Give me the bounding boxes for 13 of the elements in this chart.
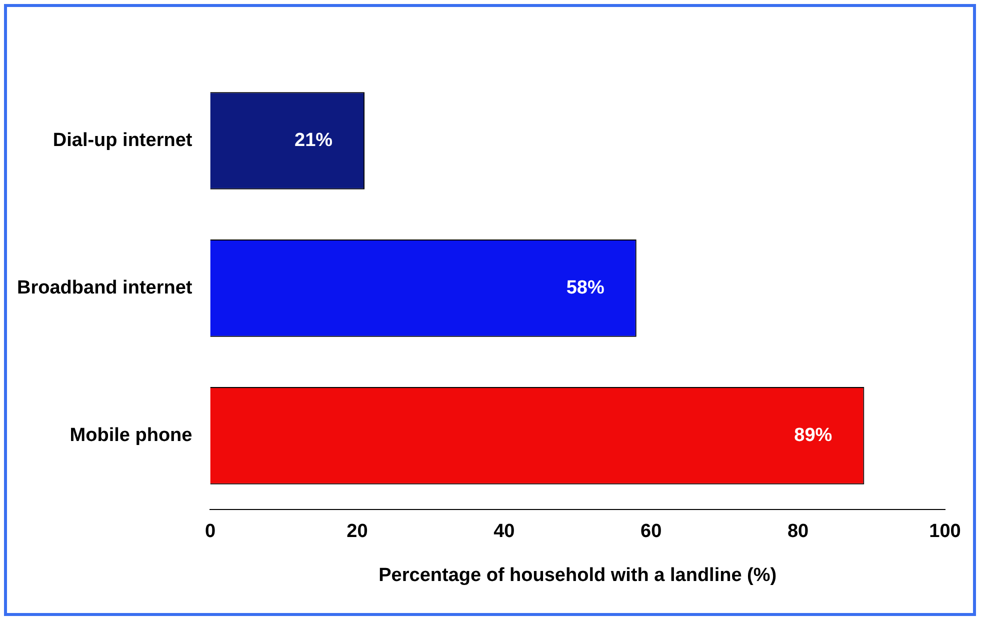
x-tick-label: 60 — [640, 521, 662, 542]
y-tick-label: Mobile phone — [70, 424, 192, 446]
y-tick-label: Dial-up internet — [52, 130, 193, 151]
x-tick-label: 40 — [494, 521, 515, 542]
y-tick-label: Broadband internet — [16, 277, 193, 298]
data-label: 21% — [294, 130, 333, 151]
x-tick-label: 20 — [346, 521, 368, 542]
x-tick-label: 80 — [787, 521, 809, 542]
x-tick-label: 0 — [204, 521, 216, 542]
data-label: 58% — [566, 277, 604, 298]
x-tick-label: 100 — [929, 521, 961, 542]
x-axis-title: Percentage of household with a landline (%) — [378, 564, 777, 586]
data-label: 89% — [794, 424, 832, 446]
